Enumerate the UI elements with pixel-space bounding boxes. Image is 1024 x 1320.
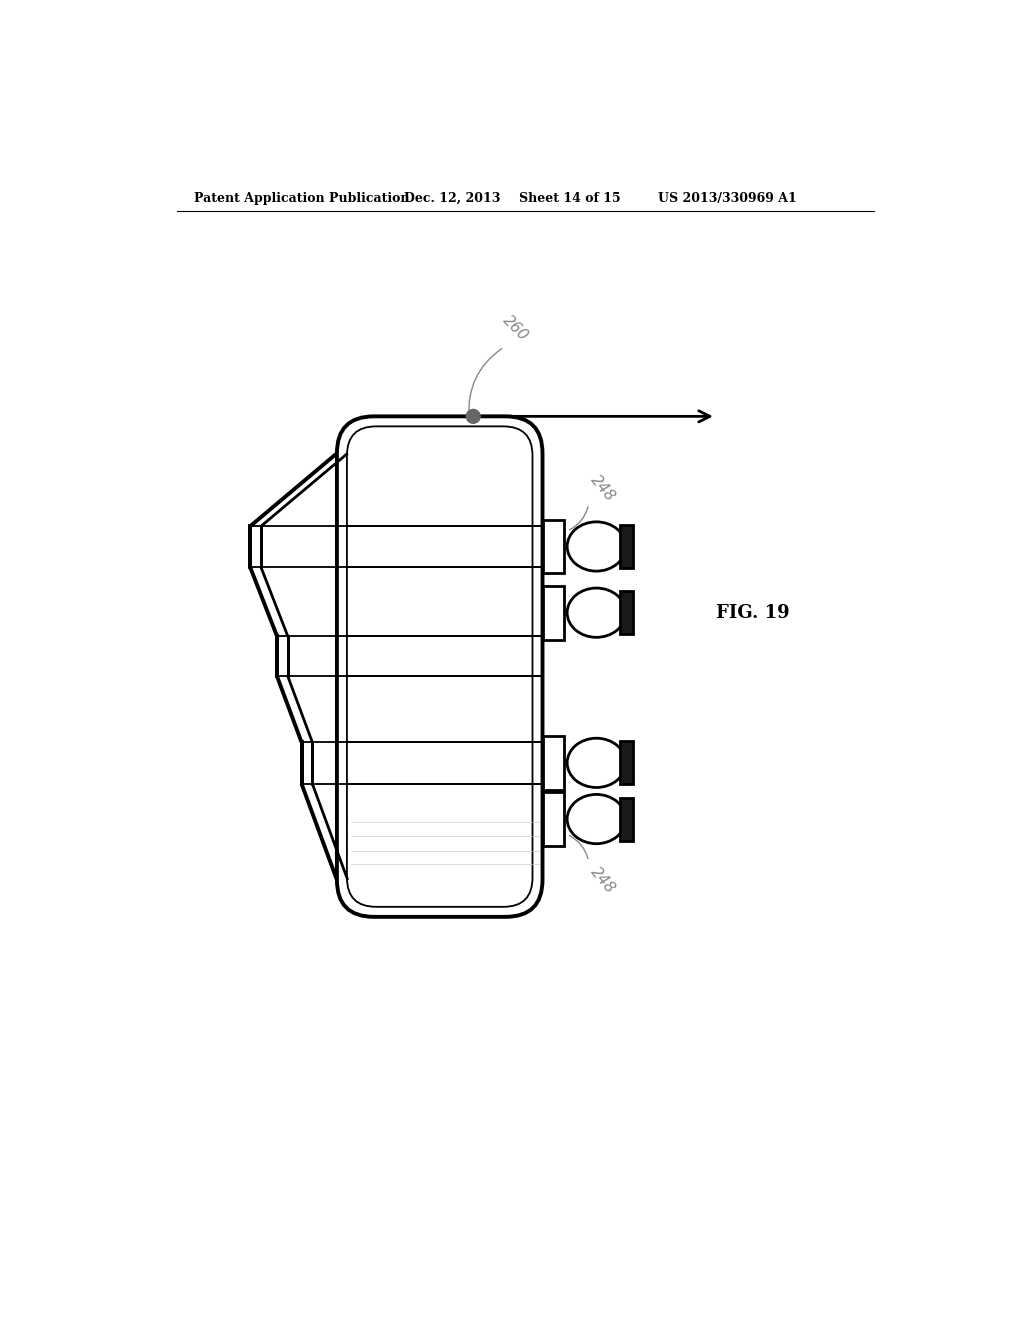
Ellipse shape (567, 589, 626, 638)
Bar (543, 520, 564, 573)
Bar (620, 591, 634, 635)
Text: FIG. 19: FIG. 19 (716, 603, 790, 622)
Text: 248: 248 (588, 865, 617, 896)
FancyBboxPatch shape (347, 426, 532, 907)
Text: US 2013/330969 A1: US 2013/330969 A1 (658, 191, 797, 205)
Bar (620, 797, 634, 841)
Text: 260: 260 (500, 312, 531, 343)
Text: Dec. 12, 2013: Dec. 12, 2013 (403, 191, 501, 205)
Bar (543, 792, 564, 846)
Bar (543, 586, 564, 640)
Text: Sheet 14 of 15: Sheet 14 of 15 (519, 191, 621, 205)
Text: Patent Application Publication: Patent Application Publication (194, 191, 410, 205)
Bar (620, 525, 634, 568)
Ellipse shape (567, 795, 626, 843)
Circle shape (466, 409, 480, 424)
Ellipse shape (567, 738, 626, 788)
Text: 248: 248 (588, 473, 617, 504)
FancyBboxPatch shape (337, 416, 543, 917)
Bar (543, 737, 564, 789)
Ellipse shape (567, 521, 626, 572)
Bar (620, 742, 634, 784)
